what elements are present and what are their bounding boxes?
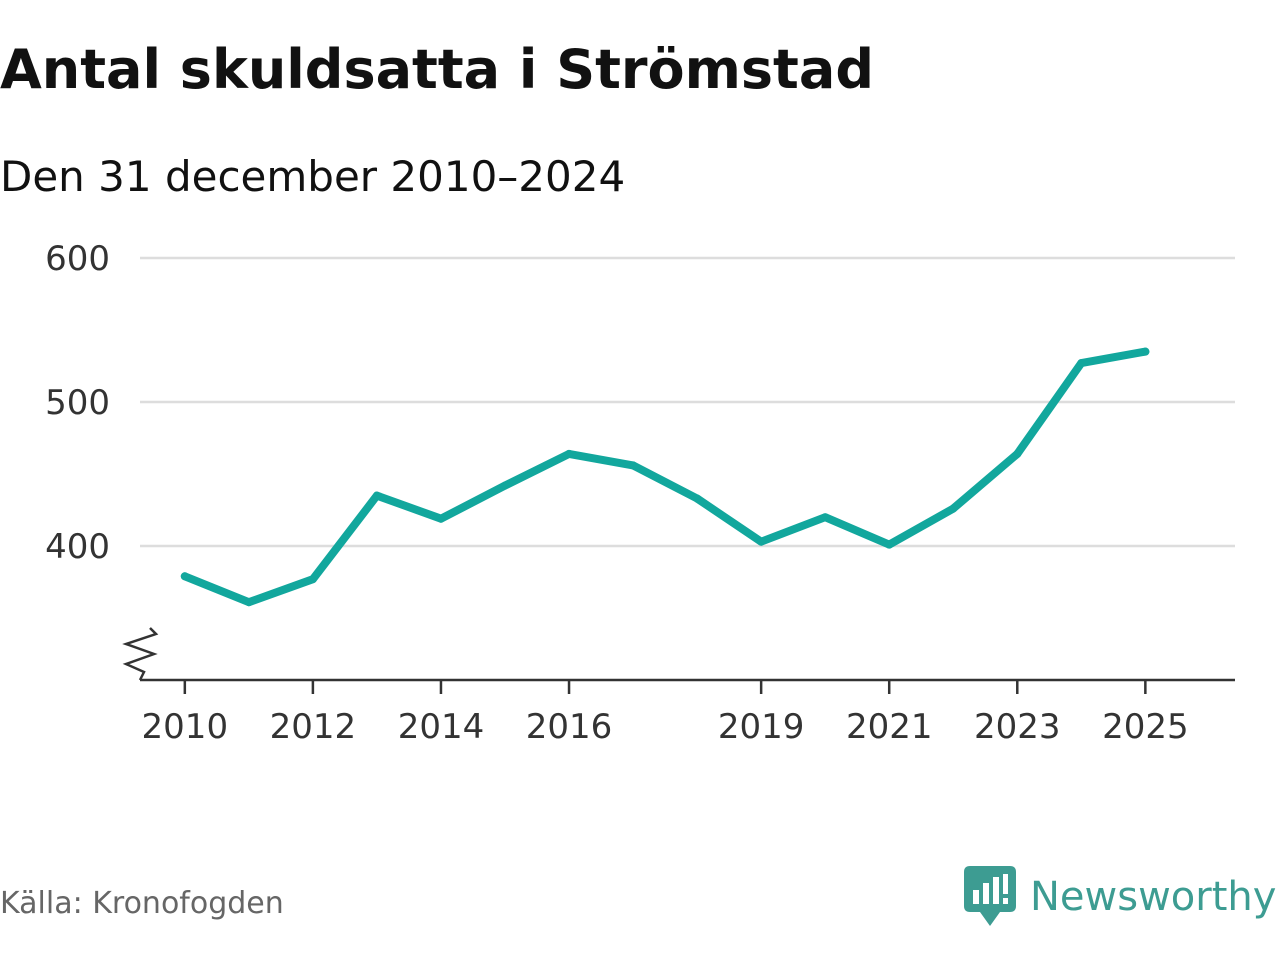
data-point-2022	[949, 504, 958, 513]
data-point-2018	[693, 494, 702, 503]
data-point-2011	[244, 598, 253, 607]
tick-labels: 400 500 600 2010 2012 2014 2016 2019 2021 2023 202…	[45, 239, 1189, 747]
series-layer	[180, 347, 1150, 607]
data-point-2019	[757, 537, 766, 546]
data-point-2024	[1077, 359, 1086, 368]
data-point-2015	[501, 481, 509, 490]
x-tick-label: 2012	[270, 707, 357, 747]
y-tick-label: 400	[45, 527, 110, 567]
data-point-2017	[629, 461, 638, 470]
line-chart: 400 500 600 2010 2012 2014 2016 2019 2021 2023 202…	[45, 239, 1235, 747]
brand-name: Newsworthy	[1030, 874, 1277, 920]
newsworthy-logo-icon	[964, 866, 1016, 926]
data-point-2023	[1013, 449, 1022, 458]
series-line-0	[180, 347, 1150, 607]
data-point-2020	[821, 513, 830, 522]
x-tick-label: 2023	[974, 707, 1061, 747]
data-point-2013	[372, 491, 381, 500]
x-tick-label: 2025	[1102, 707, 1189, 747]
brand-logo: Newsworthy	[964, 866, 1276, 928]
data-point-2014	[436, 514, 445, 523]
x-tick-label: 2021	[846, 707, 933, 747]
axis-break-icon	[122, 627, 159, 681]
chart-title: Antal skuldsatta i Strömstad	[0, 38, 874, 101]
axes	[122, 627, 1235, 694]
source-note: Källa: Kronofogden	[0, 886, 284, 921]
data-point-2012	[308, 575, 317, 584]
data-point-2021	[885, 540, 894, 549]
x-tick-label: 2014	[398, 707, 485, 747]
y-tick-label: 500	[45, 383, 110, 423]
data-point-2025	[1141, 347, 1150, 356]
gridlines	[140, 256, 1235, 548]
data-point-2010	[180, 572, 189, 581]
data-point-2016	[565, 449, 574, 458]
x-tick-label: 2016	[526, 707, 613, 747]
x-tick-label: 2019	[718, 707, 805, 747]
y-tick-label: 600	[45, 239, 110, 279]
x-tick-label: 2010	[142, 707, 229, 747]
chart-subtitle: Den 31 december 2010–2024	[0, 152, 626, 201]
